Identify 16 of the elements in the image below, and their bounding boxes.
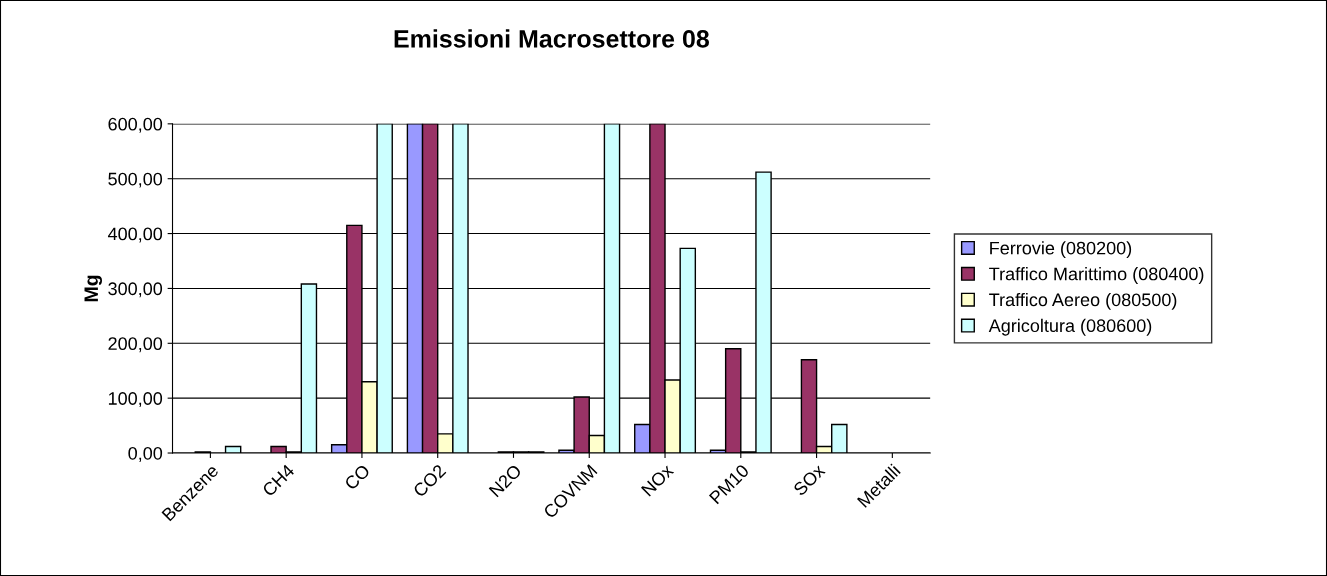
- chart-title: Emissioni Macrosettore 08: [394, 29, 709, 48]
- x-tick-label: CH4: [261, 463, 296, 498]
- legend-label: Traffico Marittimo (080400): [989, 267, 1204, 284]
- y-tick-label: 300,00: [108, 282, 163, 298]
- legend-label: Agricoltura (080600): [988, 318, 1152, 336]
- y-tick-label: 400,00: [107, 227, 163, 243]
- y-tick-label: 0,00: [128, 446, 163, 462]
- y-tick-label: 600,00: [108, 117, 163, 133]
- y-tick-label: 100,00: [108, 392, 163, 408]
- y-axis-title: Mg: [84, 275, 103, 302]
- y-tick-label: 200,00: [108, 337, 163, 353]
- x-tick-label: SOx: [792, 463, 826, 497]
- x-tick-label: CO: [343, 463, 371, 491]
- legend-label: Traffico Aereo (080500): [989, 292, 1177, 310]
- legend-label: Ferrovie (080200): [990, 241, 1132, 259]
- y-tick-label: 500,00: [108, 172, 163, 188]
